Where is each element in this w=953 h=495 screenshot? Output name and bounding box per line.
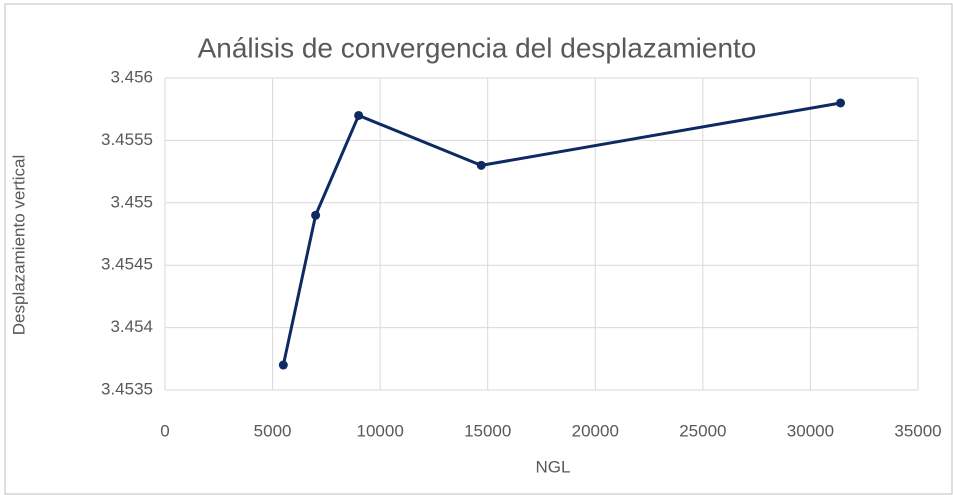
data-point — [278, 360, 288, 370]
y-tick-label: 3.456 — [110, 67, 153, 86]
chart-title: Análisis de convergencia del desplazamie… — [198, 32, 757, 63]
y-tick-label: 3.455 — [110, 192, 153, 211]
chart-border — [4, 3, 953, 495]
x-tick-label: 0 — [160, 421, 169, 440]
y-axis-label: Desplazamiento vertical — [9, 155, 28, 335]
y-tick-label: 3.4555 — [101, 130, 153, 149]
x-tick-label: 30000 — [787, 421, 834, 440]
data-point — [476, 160, 486, 170]
x-tick-label: 15000 — [464, 421, 511, 440]
x-tick-label: 35000 — [894, 421, 941, 440]
x-tick-label: 10000 — [357, 421, 404, 440]
y-tick-label: 3.454 — [110, 317, 153, 336]
x-axis-label: NGL — [536, 457, 571, 476]
data-point — [354, 110, 364, 120]
data-point — [311, 210, 321, 220]
x-tick-label: 25000 — [679, 421, 726, 440]
y-tick-label: 3.4545 — [101, 255, 153, 274]
x-tick-label: 5000 — [254, 421, 292, 440]
data-point — [836, 98, 846, 108]
x-tick-label: 20000 — [572, 421, 619, 440]
y-tick-label: 3.4535 — [101, 379, 153, 398]
